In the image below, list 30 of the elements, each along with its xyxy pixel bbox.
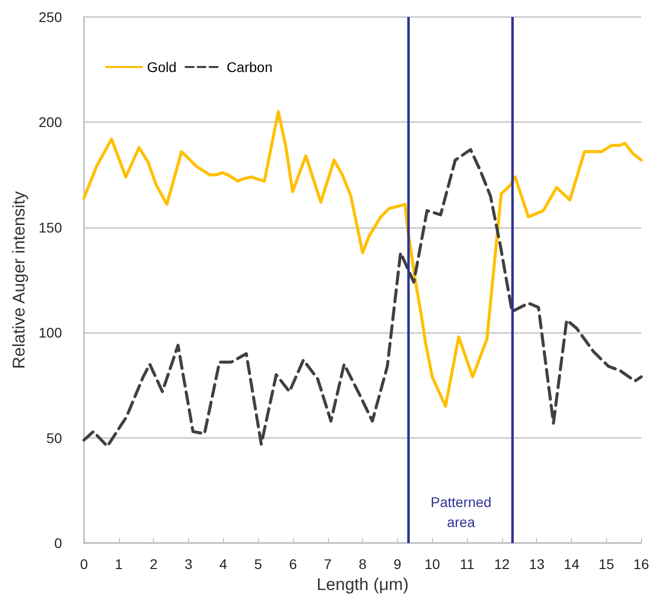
y-tick-label: 50 xyxy=(46,430,62,446)
y-tick-label: 200 xyxy=(38,114,62,130)
x-tick-label: 0 xyxy=(80,556,88,572)
y-tick-label: 100 xyxy=(38,324,62,341)
y-tick-label: 0 xyxy=(54,535,62,552)
x-tick-label: 8 xyxy=(358,556,367,572)
x-tick-label: 9 xyxy=(394,556,402,572)
x-tick-label: 12 xyxy=(494,556,510,572)
x-tick-label: 15 xyxy=(598,556,614,572)
line-series xyxy=(82,148,643,448)
x-tick-label: 14 xyxy=(564,556,580,572)
x-tick-label: 13 xyxy=(528,556,545,572)
y-tick-label: 150 xyxy=(38,219,62,236)
x-tick-label: 10 xyxy=(424,556,440,572)
line-series xyxy=(82,110,643,408)
annotation: Patterned area xyxy=(430,494,492,530)
x-tick-label: 2 xyxy=(150,556,158,572)
x-tick-label: 6 xyxy=(289,556,298,572)
x-tick-label: 7 xyxy=(324,556,332,572)
x-tick-label: 11 xyxy=(460,556,475,572)
x-tick-label: 3 xyxy=(184,556,193,572)
x-tick-label: 1 xyxy=(114,556,123,572)
legend-label: Gold xyxy=(147,59,177,75)
x-tick-label: 16 xyxy=(633,556,650,572)
x-axis-title: Length (μm) xyxy=(316,575,409,594)
y-tick-label: 250 xyxy=(38,9,62,25)
x-tick-label: 5 xyxy=(254,556,262,572)
legend-label: Carbon xyxy=(226,59,272,75)
y-axis-title: Relative Auger intensity xyxy=(10,190,29,369)
x-tick-label: 4 xyxy=(219,556,228,572)
